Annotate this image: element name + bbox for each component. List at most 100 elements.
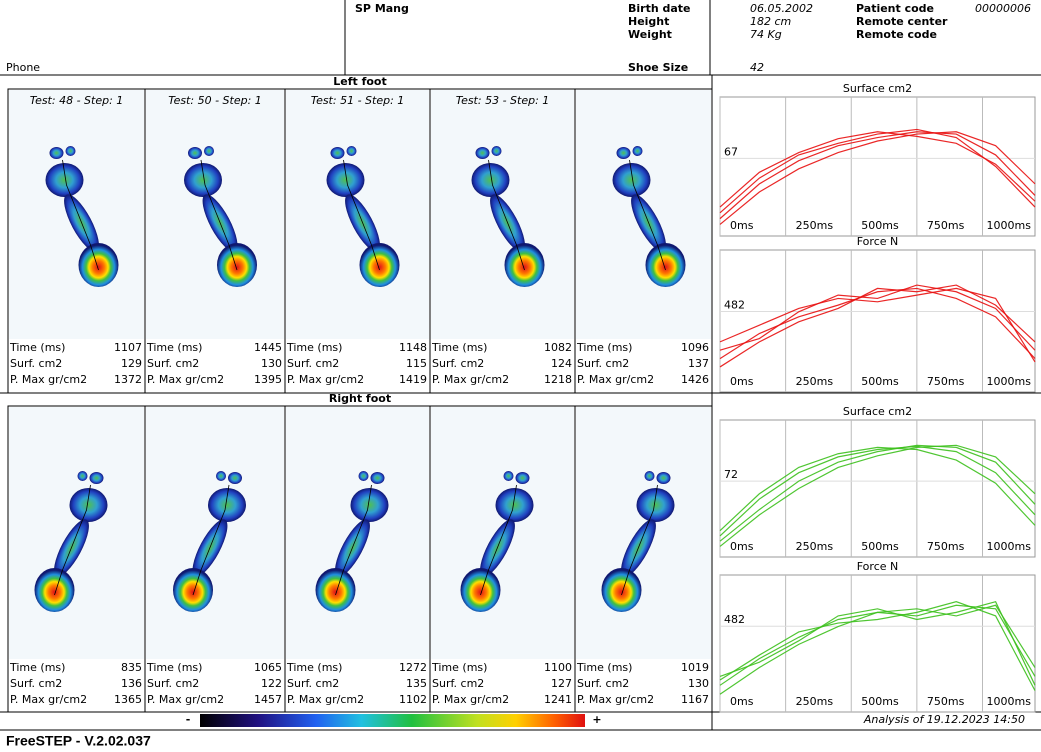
y-tick-label: 482: [724, 613, 745, 626]
code-label: Patient code: [856, 2, 934, 15]
x-tick-label: 0ms: [730, 695, 754, 708]
panel-title: Left foot: [333, 75, 387, 88]
forefoot: [184, 163, 222, 197]
field-label: Shoe Size: [628, 61, 688, 74]
metric-label: Surf. cm2: [577, 677, 629, 690]
x-tick-label: 250ms: [796, 219, 834, 232]
metric-label: Surf. cm2: [10, 357, 62, 370]
metric-label: P. Max gr/cm2: [147, 693, 224, 706]
toe: [204, 146, 214, 156]
x-tick-label: 0ms: [730, 375, 754, 388]
toe: [66, 146, 76, 156]
x-tick-label: 250ms: [796, 695, 834, 708]
analysis-date: Analysis of 19.12.2023 14:50: [863, 713, 1025, 726]
heel: [461, 568, 501, 612]
x-tick-label: 500ms: [861, 375, 899, 388]
metric-label: P. Max gr/cm2: [432, 373, 509, 386]
metric-value: 1272: [399, 661, 427, 674]
metric-value: 136: [121, 677, 142, 690]
metric-value: 127: [551, 677, 572, 690]
toe: [492, 146, 502, 156]
forefoot: [496, 488, 534, 522]
metric-value: 137: [688, 357, 709, 370]
toe: [633, 146, 643, 156]
step-label: Test: 51 - Step: 1: [311, 94, 405, 107]
metric-value: 1100: [544, 661, 572, 674]
toe: [371, 472, 385, 484]
metric-label: Surf. cm2: [10, 677, 62, 690]
chart-title: Force N: [857, 235, 899, 248]
heel: [35, 568, 75, 612]
x-tick-label: 0ms: [730, 540, 754, 553]
y-tick-label: 72: [724, 468, 738, 481]
metric-label: Time (ms): [431, 341, 487, 354]
metric-value: 1365: [114, 693, 142, 706]
metric-label: P. Max gr/cm2: [577, 693, 654, 706]
forefoot: [637, 488, 675, 522]
metric-label: Surf. cm2: [432, 677, 484, 690]
metric-label: Surf. cm2: [577, 357, 629, 370]
x-tick-label: 500ms: [861, 540, 899, 553]
toe: [516, 472, 530, 484]
toe: [90, 472, 104, 484]
toe: [347, 146, 357, 156]
x-tick-label: 750ms: [927, 695, 965, 708]
metric-label: Time (ms): [9, 341, 65, 354]
metric-value: 1107: [114, 341, 142, 354]
field-value: 42: [750, 61, 764, 74]
code-label: Remote center: [856, 15, 948, 28]
forefoot: [327, 163, 365, 197]
field-value: 182 cm: [750, 15, 791, 28]
metric-label: Time (ms): [431, 661, 487, 674]
heel: [217, 243, 257, 287]
metric-value: 1218: [544, 373, 572, 386]
metric-label: Time (ms): [576, 661, 632, 674]
heel: [360, 243, 400, 287]
x-tick-label: 750ms: [927, 540, 965, 553]
report: Phone SP Mang Birth date Height Weight S…: [0, 0, 1041, 752]
code-label: Remote code: [856, 28, 937, 41]
metric-value: 1019: [681, 661, 709, 674]
heel: [79, 243, 119, 287]
scale-min: -: [186, 713, 191, 726]
metric-value: 1372: [114, 373, 142, 386]
forefoot: [46, 163, 84, 197]
metric-value: 135: [406, 677, 427, 690]
metric-label: P. Max gr/cm2: [432, 693, 509, 706]
toe: [617, 147, 631, 159]
x-tick-label: 500ms: [861, 219, 899, 232]
x-tick-label: 750ms: [927, 219, 965, 232]
chart-title: Surface cm2: [843, 405, 912, 418]
x-tick-label: 1000ms: [987, 540, 1032, 553]
step-label: Test: 48 - Step: 1: [30, 94, 124, 107]
heel: [173, 568, 213, 612]
metric-label: Time (ms): [146, 341, 202, 354]
toe: [50, 147, 64, 159]
toe: [228, 472, 242, 484]
code-value: 00000006: [975, 2, 1031, 15]
field-label: Birth date: [628, 2, 691, 15]
toe: [216, 471, 226, 481]
step-label: Test: 50 - Step: 1: [168, 94, 262, 107]
metric-value: 1167: [681, 693, 709, 706]
toe: [331, 147, 345, 159]
field-label: Weight: [628, 28, 672, 41]
toe: [645, 471, 655, 481]
metric-label: Surf. cm2: [147, 357, 199, 370]
scale-max: +: [592, 713, 601, 726]
y-tick-label: 482: [724, 298, 745, 311]
metric-value: 1082: [544, 341, 572, 354]
x-tick-label: 0ms: [730, 219, 754, 232]
toe: [188, 147, 202, 159]
metric-value: 1096: [681, 341, 709, 354]
metric-value: 124: [551, 357, 572, 370]
metric-value: 130: [261, 357, 282, 370]
heel: [316, 568, 356, 612]
metric-label: P. Max gr/cm2: [287, 693, 364, 706]
forefoot: [613, 163, 651, 197]
x-tick-label: 1000ms: [987, 375, 1032, 388]
x-tick-label: 1000ms: [987, 219, 1032, 232]
metric-value: 115: [406, 357, 427, 370]
app-version: FreeSTEP - V.2.02.037: [6, 733, 151, 749]
metric-value: 1419: [399, 373, 427, 386]
